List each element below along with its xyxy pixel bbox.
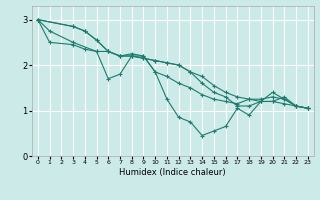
X-axis label: Humidex (Indice chaleur): Humidex (Indice chaleur) (119, 168, 226, 177)
